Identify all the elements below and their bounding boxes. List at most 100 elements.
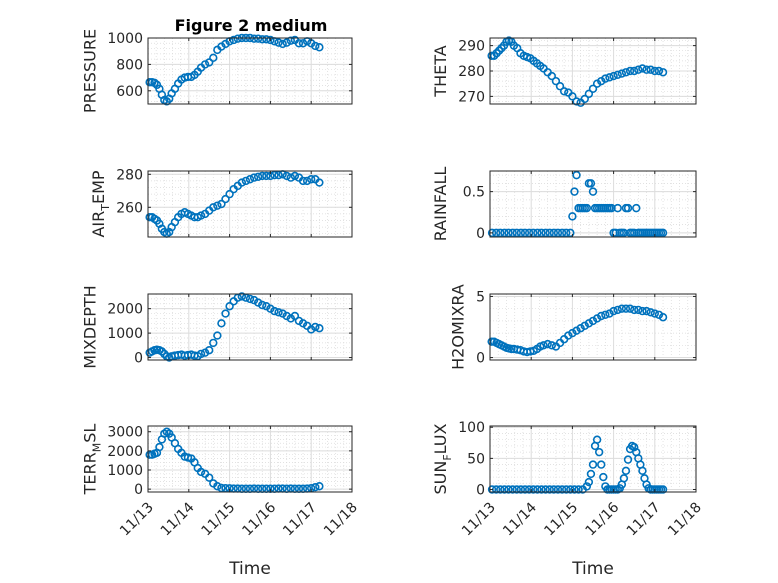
data-markers <box>145 33 324 106</box>
data-point <box>245 294 255 304</box>
data-point <box>642 306 651 316</box>
data-point <box>209 203 218 212</box>
y-axis-label: MIXDEPTH <box>81 285 100 368</box>
data-point <box>290 311 300 321</box>
data-point <box>245 175 255 184</box>
data-point <box>559 87 569 96</box>
x-tick-label: 11/13 <box>117 500 157 540</box>
data-point <box>570 485 579 494</box>
y-tick-label: 0.5 <box>463 185 485 201</box>
data-point <box>564 331 573 340</box>
data-point <box>592 435 602 444</box>
data-point <box>545 485 554 494</box>
data-point <box>500 228 509 238</box>
data-point <box>253 34 263 43</box>
data-point <box>582 203 592 213</box>
x-axis-label: Time <box>571 559 614 579</box>
x-tick-label: 11/15 <box>199 500 239 540</box>
data-point <box>209 53 218 62</box>
data-point <box>588 460 598 469</box>
y-axis-label: SUNFLUX <box>431 423 454 494</box>
y-axis-label: RAINFALL <box>431 167 450 242</box>
subplot-7: 11/13 11/14 11/15 11/16 11/17 11/18 0 1000 2000 3… <box>81 424 361 579</box>
data-point <box>584 319 594 328</box>
x-axis-label: Time <box>228 559 271 579</box>
data-point <box>562 485 571 494</box>
data-point <box>225 302 234 311</box>
data-point <box>315 43 324 52</box>
data-point <box>241 176 251 186</box>
data-point <box>504 485 513 494</box>
data-point <box>294 39 304 48</box>
data-point <box>196 349 206 359</box>
data-point <box>605 73 614 82</box>
data-point <box>658 228 668 238</box>
data-point <box>634 305 643 315</box>
data-point <box>258 171 267 181</box>
data-markers <box>487 36 668 107</box>
data-point <box>592 314 602 323</box>
data-point <box>205 473 214 482</box>
y-tick-label: 1000 <box>107 463 143 479</box>
data-point <box>632 203 641 213</box>
data-point <box>286 36 295 45</box>
data-markers <box>487 304 668 357</box>
data-point <box>650 66 659 76</box>
data-point <box>654 66 664 76</box>
data-point <box>553 485 563 494</box>
data-point <box>619 474 629 483</box>
y-tick-label: 0 <box>476 226 485 242</box>
y-tick-label: 280 <box>458 64 485 80</box>
data-point <box>496 228 505 238</box>
data-point <box>545 228 554 238</box>
data-point <box>601 310 610 319</box>
axes-box <box>489 170 697 238</box>
axes-background <box>490 171 696 237</box>
data-point <box>196 467 206 477</box>
data-point <box>278 39 287 49</box>
subplot-2: 270 280 290 THETA <box>431 36 697 107</box>
data-point <box>629 66 639 76</box>
data-point <box>298 39 308 48</box>
x-tick-label: 11/18 <box>321 500 361 540</box>
data-point <box>200 60 210 69</box>
data-point <box>237 292 247 301</box>
data-point <box>568 328 577 338</box>
data-markers <box>487 170 668 238</box>
data-point <box>529 228 538 238</box>
data-point <box>217 319 226 328</box>
y-axis-label: PRESSURE <box>81 29 100 113</box>
data-point <box>274 308 283 317</box>
data-point <box>634 65 643 74</box>
y-tick-label: 2000 <box>107 302 143 318</box>
axes-background <box>148 38 352 104</box>
data-point <box>512 485 521 494</box>
data-point <box>541 485 550 494</box>
data-point <box>315 178 324 187</box>
data-point <box>650 309 659 318</box>
data-point <box>311 322 320 332</box>
data-point <box>555 82 565 91</box>
data-point <box>258 300 267 310</box>
data-point <box>258 35 267 44</box>
data-point <box>566 485 575 494</box>
data-point <box>516 485 526 494</box>
data-point <box>584 89 594 99</box>
data-point <box>576 324 585 333</box>
data-point <box>533 485 542 494</box>
data-point <box>537 228 546 238</box>
y-tick-label: 800 <box>116 57 143 73</box>
data-point <box>213 482 222 491</box>
data-point <box>529 485 538 494</box>
x-tick-label: 11/16 <box>239 499 279 539</box>
x-tick-label: 11/18 <box>665 500 705 540</box>
data-point <box>613 305 622 315</box>
y-tick-label: 50 <box>467 451 485 467</box>
subplot-1: 600 800 1000 PRESSURE <box>81 29 353 113</box>
x-tick-label: 11/17 <box>624 500 664 540</box>
x-tick-label: 11/15 <box>541 500 581 540</box>
axes-box <box>147 37 353 105</box>
y-tick-label: 1000 <box>107 326 143 342</box>
x-tick-label: 11/17 <box>280 500 320 540</box>
data-point <box>516 228 526 238</box>
